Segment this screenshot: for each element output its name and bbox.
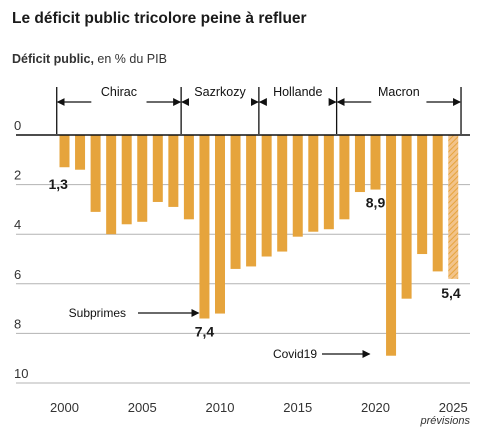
y-tick-label: 8 — [14, 316, 21, 331]
y-tick-label: 0 — [14, 118, 21, 133]
y-tick-label: 2 — [14, 168, 21, 183]
forecast-bar — [448, 135, 459, 279]
period-label: Hollande — [273, 85, 322, 99]
bar — [339, 135, 350, 220]
subtitle-unit: en % du PIB — [93, 52, 167, 66]
annotation-label: Subprimes — [69, 306, 126, 320]
value-label: 7,4 — [195, 324, 215, 340]
bar — [292, 135, 303, 237]
period-label: Sazrkozy — [194, 85, 246, 99]
bar — [106, 135, 117, 235]
x-tick-label: 2020 — [361, 400, 390, 415]
bar — [90, 135, 101, 212]
x-tick-label: 2025 — [439, 400, 468, 415]
value-label: 8,9 — [366, 195, 386, 211]
bar — [121, 135, 132, 225]
bar — [354, 135, 365, 193]
x-tick-label: 2005 — [128, 400, 157, 415]
period-label: Chirac — [101, 85, 137, 99]
bar — [432, 135, 443, 272]
forecast-note: prévisions — [419, 415, 470, 427]
bar — [199, 135, 210, 319]
y-tick-label: 4 — [14, 217, 21, 232]
bar — [59, 135, 70, 168]
bar — [137, 135, 148, 222]
chart-title: Le déficit public tricolore peine à refl… — [12, 10, 307, 27]
bar — [75, 135, 86, 170]
period-label: Macron — [378, 85, 420, 99]
bar — [246, 135, 257, 267]
bar — [308, 135, 319, 232]
bar — [370, 135, 381, 190]
bar — [183, 135, 194, 220]
bar — [168, 135, 179, 207]
y-tick-label: 10 — [14, 366, 28, 381]
annotation-label: Covid19 — [273, 347, 317, 361]
x-tick-label: 2015 — [283, 400, 312, 415]
subtitle-label: Déficit public, — [12, 52, 94, 66]
bar — [261, 135, 272, 257]
bar — [417, 135, 428, 255]
bar — [215, 135, 225, 314]
bar — [401, 135, 412, 299]
x-tick-label: 2000 — [50, 400, 79, 415]
bar — [277, 135, 288, 252]
value-label: 5,4 — [441, 285, 461, 301]
bar — [230, 135, 241, 269]
bar — [152, 135, 163, 202]
bar — [323, 135, 334, 230]
chart-subtitle: Déficit public, en % du PIB — [12, 52, 167, 66]
x-tick-label: 2010 — [206, 400, 235, 415]
value-label: 1,3 — [49, 176, 69, 192]
bar — [386, 135, 397, 356]
y-tick-label: 6 — [14, 267, 21, 282]
